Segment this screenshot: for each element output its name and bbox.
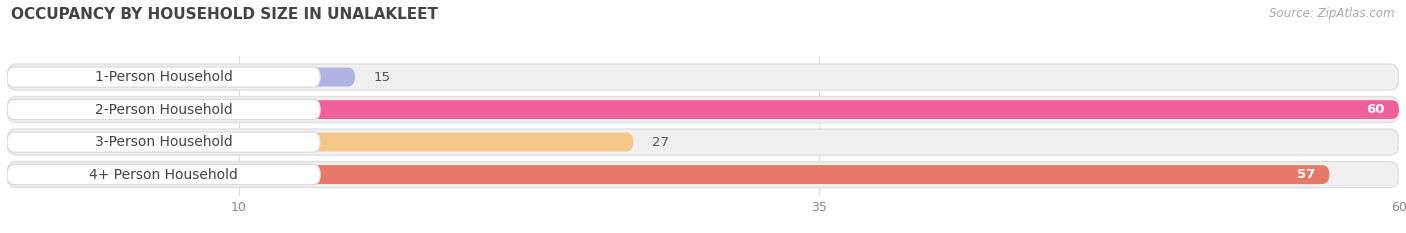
Text: 15: 15 xyxy=(374,71,391,84)
FancyBboxPatch shape xyxy=(7,68,354,86)
Text: 60: 60 xyxy=(1367,103,1385,116)
Text: 27: 27 xyxy=(652,136,669,149)
FancyBboxPatch shape xyxy=(7,132,321,152)
Text: Source: ZipAtlas.com: Source: ZipAtlas.com xyxy=(1270,7,1395,20)
FancyBboxPatch shape xyxy=(7,161,1399,188)
Text: 4+ Person Household: 4+ Person Household xyxy=(89,168,238,182)
FancyBboxPatch shape xyxy=(7,133,633,151)
Text: 57: 57 xyxy=(1298,168,1316,181)
FancyBboxPatch shape xyxy=(7,99,321,120)
Text: 2-Person Household: 2-Person Household xyxy=(94,103,232,116)
FancyBboxPatch shape xyxy=(7,100,1399,119)
FancyBboxPatch shape xyxy=(7,129,1399,155)
FancyBboxPatch shape xyxy=(7,67,321,87)
FancyBboxPatch shape xyxy=(7,64,1399,90)
FancyBboxPatch shape xyxy=(7,164,321,185)
Text: OCCUPANCY BY HOUSEHOLD SIZE IN UNALAKLEET: OCCUPANCY BY HOUSEHOLD SIZE IN UNALAKLEE… xyxy=(11,7,439,22)
FancyBboxPatch shape xyxy=(7,165,1330,184)
Text: 1-Person Household: 1-Person Household xyxy=(94,70,232,84)
Text: 3-Person Household: 3-Person Household xyxy=(94,135,232,149)
FancyBboxPatch shape xyxy=(7,96,1399,123)
